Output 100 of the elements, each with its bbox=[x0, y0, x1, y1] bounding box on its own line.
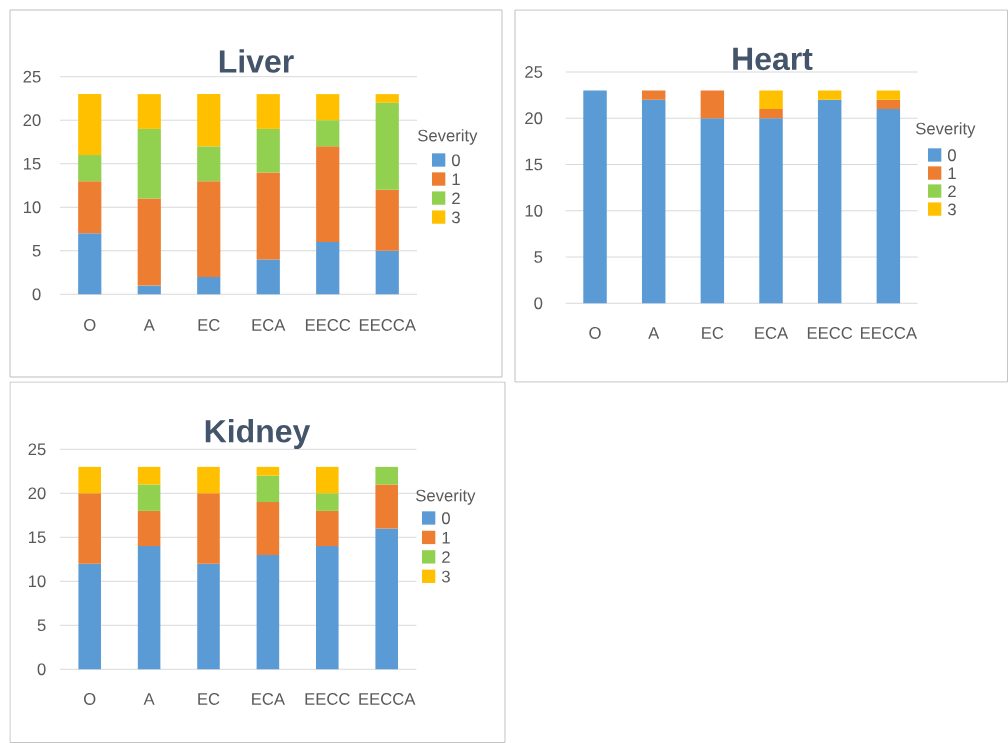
x-tick-label: EC bbox=[198, 693, 220, 705]
x-tick-label: O bbox=[84, 319, 96, 331]
bar bbox=[700, 118, 725, 304]
y-tick-label: 25 bbox=[525, 66, 543, 78]
y-tick-label: 5 bbox=[32, 244, 41, 257]
legend-label: 0 bbox=[441, 512, 450, 525]
legend-label: 3 bbox=[947, 203, 956, 216]
bar bbox=[137, 466, 161, 485]
x-tick-label: ECA bbox=[252, 319, 286, 331]
bar bbox=[197, 466, 220, 494]
y-tick-label: 25 bbox=[28, 443, 46, 456]
x-tick-label: ECA bbox=[252, 693, 285, 705]
legend-title: Severity bbox=[418, 129, 478, 145]
y-tick-label: 20 bbox=[23, 114, 41, 127]
bar bbox=[137, 128, 161, 199]
y-tick-label: 15 bbox=[23, 157, 41, 170]
bar bbox=[256, 94, 280, 129]
legend-label: 1 bbox=[442, 531, 450, 544]
bar bbox=[817, 99, 842, 304]
bar bbox=[197, 493, 220, 564]
bar bbox=[375, 484, 398, 529]
x-tick-label: EECC bbox=[807, 327, 853, 339]
bar bbox=[137, 484, 161, 511]
x-tick-label: A bbox=[143, 693, 155, 705]
bar bbox=[375, 102, 399, 190]
bar bbox=[78, 493, 101, 564]
y-tick-label: 5 bbox=[534, 251, 543, 263]
bar bbox=[197, 146, 221, 182]
bar bbox=[759, 109, 783, 119]
x-tick-label: EECC bbox=[305, 319, 351, 331]
bar bbox=[256, 172, 280, 260]
bar bbox=[316, 146, 340, 243]
bar bbox=[137, 510, 161, 547]
bar bbox=[256, 466, 280, 476]
bar bbox=[256, 475, 280, 503]
bar bbox=[316, 510, 339, 547]
bar bbox=[256, 128, 280, 173]
bar bbox=[316, 120, 340, 147]
bar bbox=[137, 546, 161, 670]
x-tick-label: A bbox=[143, 319, 155, 331]
bar bbox=[876, 109, 901, 304]
bar bbox=[316, 94, 340, 121]
x-tick-label: O bbox=[589, 327, 601, 339]
bar bbox=[375, 528, 398, 670]
bar bbox=[256, 259, 280, 295]
legend-label: 3 bbox=[451, 211, 460, 224]
chart-title: Heart bbox=[733, 47, 813, 71]
legend-label: 2 bbox=[452, 192, 460, 205]
bar bbox=[641, 90, 666, 100]
bar bbox=[197, 181, 221, 277]
bar bbox=[137, 285, 161, 295]
chart-title: Kidney bbox=[205, 419, 311, 449]
y-tick-label: 0 bbox=[37, 663, 46, 676]
y-tick-label: 5 bbox=[37, 619, 46, 632]
x-tick-label: EECCA bbox=[359, 319, 416, 331]
legend-label: 2 bbox=[442, 551, 450, 563]
y-tick-label: 0 bbox=[32, 288, 41, 301]
legend-title: Severity bbox=[916, 122, 976, 138]
bar bbox=[316, 546, 339, 670]
x-tick-label: EECCA bbox=[861, 327, 918, 339]
bar bbox=[316, 242, 340, 295]
legend-label: 0 bbox=[451, 154, 460, 167]
bar bbox=[78, 563, 101, 670]
bar bbox=[256, 554, 280, 670]
y-tick-label: 25 bbox=[23, 70, 41, 83]
x-tick-label: ECA bbox=[755, 327, 789, 339]
bar bbox=[256, 502, 280, 555]
bar bbox=[78, 466, 101, 494]
y-tick-label: 15 bbox=[525, 158, 543, 171]
legend-label: 1 bbox=[452, 173, 460, 186]
bar bbox=[316, 493, 339, 511]
bar bbox=[137, 198, 161, 286]
bar bbox=[197, 563, 220, 670]
bar bbox=[375, 466, 398, 485]
bar bbox=[78, 155, 102, 182]
bar bbox=[78, 94, 102, 156]
legend-label: 1 bbox=[948, 167, 956, 180]
legend-label: 3 bbox=[441, 570, 450, 583]
legend-title: Severity bbox=[416, 489, 476, 505]
bar bbox=[759, 118, 783, 304]
bar bbox=[375, 189, 399, 251]
x-tick-label: EECCA bbox=[359, 693, 416, 705]
legend-label: 2 bbox=[948, 185, 956, 198]
bar bbox=[876, 90, 901, 100]
bar bbox=[137, 94, 161, 129]
y-tick-label: 20 bbox=[525, 112, 543, 125]
bar bbox=[197, 94, 221, 147]
x-tick-label: EC bbox=[702, 327, 724, 339]
y-tick-label: 0 bbox=[534, 297, 543, 310]
bar bbox=[759, 90, 783, 109]
bar bbox=[197, 276, 221, 295]
y-tick-label: 10 bbox=[525, 204, 543, 217]
bar bbox=[876, 99, 901, 109]
bar bbox=[817, 90, 842, 100]
bar bbox=[375, 250, 399, 295]
bar bbox=[583, 90, 607, 304]
legend-label: 0 bbox=[947, 149, 956, 162]
bar bbox=[375, 94, 399, 103]
bar bbox=[78, 233, 102, 295]
x-tick-label: EC bbox=[198, 319, 220, 331]
